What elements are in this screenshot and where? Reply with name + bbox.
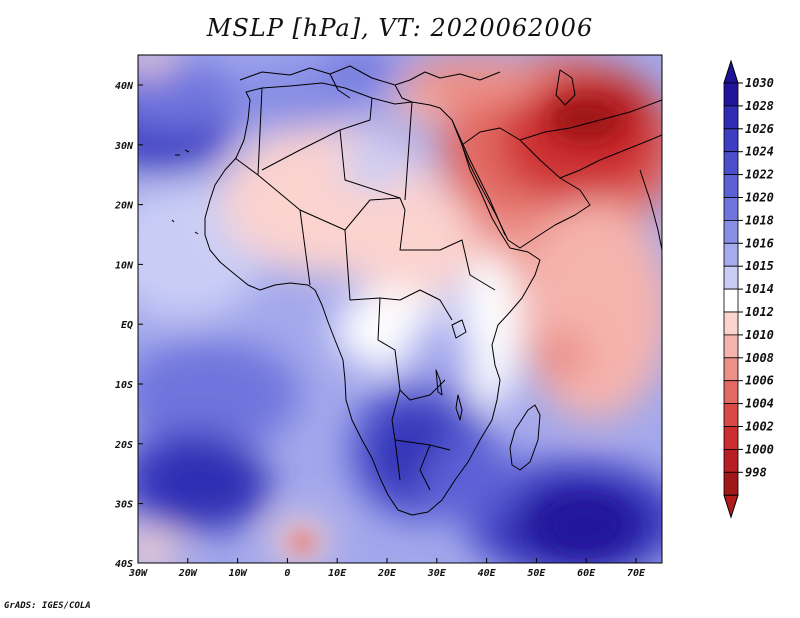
pressure-field [138, 55, 662, 563]
colorbar-label: 1010 [745, 328, 774, 342]
lat-label: 30N [114, 141, 134, 152]
lon-label: 60E [577, 568, 596, 579]
colorbar-label: 1030 [745, 76, 774, 90]
lat-label: 20S [114, 440, 133, 451]
coastlines [171, 65, 662, 516]
colorbar-swatch [723, 242, 739, 267]
colorbar-swatch [723, 219, 739, 244]
colorbar-label: 1020 [745, 191, 774, 205]
colorbar-swatch [723, 128, 739, 153]
lon-label: 70E [627, 568, 646, 579]
colorbar-label: 1004 [745, 397, 774, 411]
colorbar-bottom-arrow [723, 494, 739, 519]
colorbar-swatch [723, 403, 739, 427]
colorbar-swatch [723, 311, 739, 336]
lon-label: 10E [328, 568, 347, 579]
latitude-labels: 40N 30N 20N 10N EQ 10S 20S 30S 40S [114, 81, 143, 570]
colorbar-label: 1014 [745, 282, 774, 296]
lat-label: 10N [115, 260, 134, 271]
colorbar-swatch [723, 265, 739, 290]
colorbar-label: 1016 [745, 236, 774, 250]
lon-label: 40E [478, 568, 497, 579]
lat-label: 40S [115, 559, 133, 570]
colorbar-top-arrow [723, 59, 739, 84]
colorbar-swatch [723, 197, 739, 221]
lon-label: 20E [377, 568, 397, 579]
colorbar-label: 1022 [745, 168, 774, 182]
colorbar-label: 1000 [745, 442, 774, 456]
lon-label: 10W [229, 568, 248, 579]
colorbar-swatch [723, 334, 739, 359]
longitude-labels: 30W 20W 10W 0 10E 20E 30E 40E 50E 60E 70E [128, 558, 646, 579]
lon-label: 30W [128, 568, 148, 579]
grads-credit: GrADS: IGES/COLA [4, 601, 91, 611]
lat-label: 20N [114, 201, 134, 212]
map-title: MSLP [hPa], VT: 2020062006 [206, 14, 594, 42]
colorbar-swatch [723, 448, 739, 473]
colorbar-label: 1015 [745, 259, 774, 273]
colorbar-swatch [723, 82, 739, 107]
colorbar-swatch [723, 105, 739, 130]
colorbar-swatch [723, 426, 739, 450]
lon-label: 20W [178, 568, 198, 579]
lon-label: 50E [527, 568, 546, 579]
colorbar-swatch [723, 174, 739, 198]
colorbar-label: 1018 [745, 213, 774, 227]
colorbar-label: 998 [745, 465, 767, 479]
colorbar-label: 1012 [745, 305, 774, 319]
lat-label: 10S [115, 380, 133, 391]
lat-label: 40N [115, 81, 134, 92]
colorbar-label: 1026 [745, 122, 774, 136]
map-frame [137, 54, 663, 564]
colorbar-label: 1006 [745, 374, 774, 388]
colorbar: 1030 1028 1026 1024 1022 1020 1018 1016 1015 1014… [723, 59, 774, 519]
lat-label: EQ [121, 320, 133, 331]
colorbar-swatch [723, 357, 739, 382]
colorbar-swatch [723, 471, 739, 496]
colorbar-label: 1002 [745, 420, 774, 434]
colorbar-label: 1024 [745, 145, 774, 159]
colorbar-swatch [723, 380, 739, 405]
lat-label: 30S [114, 500, 133, 511]
colorbar-swatch [723, 288, 739, 313]
colorbar-swatch [723, 151, 739, 175]
lon-label: 30E [427, 568, 447, 579]
colorbar-label: 1028 [745, 99, 774, 113]
colorbar-label: 1008 [745, 351, 774, 365]
lon-label: 0 [284, 568, 290, 579]
